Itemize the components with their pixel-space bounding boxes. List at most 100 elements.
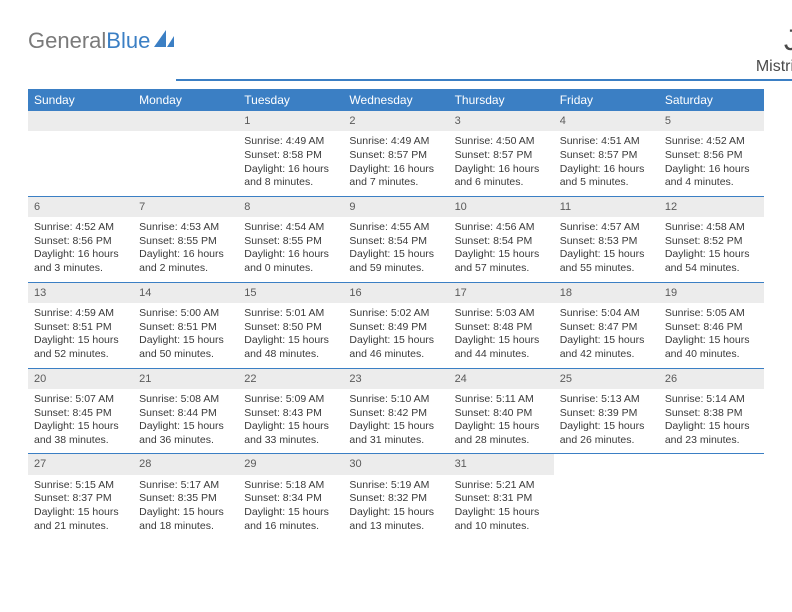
daylight-line: Daylight: 15 hours and 36 minutes. [139, 420, 232, 447]
calendar-cell: 31Sunrise: 5:21 AMSunset: 8:31 PMDayligh… [449, 454, 554, 539]
day-details: Sunrise: 4:49 AMSunset: 8:58 PMDaylight:… [238, 132, 343, 190]
day-details: Sunrise: 5:19 AMSunset: 8:32 PMDaylight:… [343, 476, 448, 534]
calendar-cell: 13Sunrise: 4:59 AMSunset: 8:51 PMDayligh… [28, 283, 133, 368]
sunset-line: Sunset: 8:39 PM [560, 407, 653, 421]
day-number: 22 [238, 369, 343, 390]
sunrise-line: Sunrise: 4:56 AM [455, 221, 548, 235]
daylight-line: Daylight: 15 hours and 38 minutes. [34, 420, 127, 447]
sunset-line: Sunset: 8:51 PM [34, 321, 127, 335]
daylight-line: Daylight: 15 hours and 26 minutes. [560, 420, 653, 447]
daylight-line: Daylight: 16 hours and 3 minutes. [34, 248, 127, 275]
sunset-line: Sunset: 8:48 PM [455, 321, 548, 335]
day-number-empty [28, 111, 133, 132]
sunrise-line: Sunrise: 4:53 AM [139, 221, 232, 235]
calendar-cell: 23Sunrise: 5:10 AMSunset: 8:42 PMDayligh… [343, 369, 448, 454]
sunrise-line: Sunrise: 5:15 AM [34, 479, 127, 493]
daylight-line: Daylight: 15 hours and 59 minutes. [349, 248, 442, 275]
calendar-cell: 30Sunrise: 5:19 AMSunset: 8:32 PMDayligh… [343, 454, 448, 539]
sunset-line: Sunset: 8:56 PM [34, 235, 127, 249]
day-number: 29 [238, 454, 343, 475]
day-details: Sunrise: 5:02 AMSunset: 8:49 PMDaylight:… [343, 304, 448, 362]
calendar-cell: 19Sunrise: 5:05 AMSunset: 8:46 PMDayligh… [659, 283, 764, 368]
day-details: Sunrise: 5:15 AMSunset: 8:37 PMDaylight:… [28, 476, 133, 534]
sunrise-line: Sunrise: 4:58 AM [665, 221, 758, 235]
sunset-line: Sunset: 8:32 PM [349, 492, 442, 506]
calendar-cell: 16Sunrise: 5:02 AMSunset: 8:49 PMDayligh… [343, 283, 448, 368]
sunset-line: Sunset: 8:54 PM [349, 235, 442, 249]
weekday-header: Tuesday [238, 89, 343, 111]
sunrise-line: Sunrise: 4:57 AM [560, 221, 653, 235]
daylight-line: Daylight: 15 hours and 21 minutes. [34, 506, 127, 533]
day-details: Sunrise: 5:18 AMSunset: 8:34 PMDaylight:… [238, 476, 343, 534]
sunrise-line: Sunrise: 5:03 AM [455, 307, 548, 321]
daylight-line: Daylight: 15 hours and 33 minutes. [244, 420, 337, 447]
day-details: Sunrise: 4:57 AMSunset: 8:53 PMDaylight:… [554, 218, 659, 276]
calendar-cell: 29Sunrise: 5:18 AMSunset: 8:34 PMDayligh… [238, 454, 343, 539]
day-number: 19 [659, 283, 764, 304]
title-block: July 2025 Mistrice, Zlin, Czechia [176, 24, 792, 81]
calendar-cell: 5Sunrise: 4:52 AMSunset: 8:56 PMDaylight… [659, 111, 764, 196]
calendar-cell: 3Sunrise: 4:50 AMSunset: 8:57 PMDaylight… [449, 111, 554, 196]
calendar-cell: 18Sunrise: 5:04 AMSunset: 8:47 PMDayligh… [554, 283, 659, 368]
sunset-line: Sunset: 8:55 PM [244, 235, 337, 249]
day-number: 18 [554, 283, 659, 304]
sunrise-line: Sunrise: 4:51 AM [560, 135, 653, 149]
calendar-cell: 28Sunrise: 5:17 AMSunset: 8:35 PMDayligh… [133, 454, 238, 539]
day-details: Sunrise: 4:59 AMSunset: 8:51 PMDaylight:… [28, 304, 133, 362]
daylight-line: Daylight: 16 hours and 8 minutes. [244, 163, 337, 190]
day-number: 7 [133, 197, 238, 218]
sunset-line: Sunset: 8:54 PM [455, 235, 548, 249]
sunset-line: Sunset: 8:50 PM [244, 321, 337, 335]
sunrise-line: Sunrise: 5:10 AM [349, 393, 442, 407]
day-details: Sunrise: 4:51 AMSunset: 8:57 PMDaylight:… [554, 132, 659, 190]
weekday-header: Thursday [449, 89, 554, 111]
day-number: 5 [659, 111, 764, 132]
day-number: 27 [28, 454, 133, 475]
sunset-line: Sunset: 8:45 PM [34, 407, 127, 421]
daylight-line: Daylight: 16 hours and 4 minutes. [665, 163, 758, 190]
sunset-line: Sunset: 8:35 PM [139, 492, 232, 506]
sunrise-line: Sunrise: 5:09 AM [244, 393, 337, 407]
calendar-cell: 14Sunrise: 5:00 AMSunset: 8:51 PMDayligh… [133, 283, 238, 368]
day-number: 17 [449, 283, 554, 304]
sunset-line: Sunset: 8:52 PM [665, 235, 758, 249]
sunrise-line: Sunrise: 4:49 AM [349, 135, 442, 149]
calendar-cell: 8Sunrise: 4:54 AMSunset: 8:55 PMDaylight… [238, 197, 343, 282]
sunset-line: Sunset: 8:47 PM [560, 321, 653, 335]
day-number: 6 [28, 197, 133, 218]
sunset-line: Sunset: 8:43 PM [244, 407, 337, 421]
sunset-line: Sunset: 8:57 PM [560, 149, 653, 163]
daylight-line: Daylight: 15 hours and 10 minutes. [455, 506, 548, 533]
calendar-cell: 4Sunrise: 4:51 AMSunset: 8:57 PMDaylight… [554, 111, 659, 196]
day-details: Sunrise: 4:56 AMSunset: 8:54 PMDaylight:… [449, 218, 554, 276]
sunset-line: Sunset: 8:34 PM [244, 492, 337, 506]
calendar-cell: 21Sunrise: 5:08 AMSunset: 8:44 PMDayligh… [133, 369, 238, 454]
day-details: Sunrise: 5:10 AMSunset: 8:42 PMDaylight:… [343, 390, 448, 448]
day-number: 9 [343, 197, 448, 218]
calendar-cell: 22 Sunrise: 5:09 AMSunset: 8:43 PMDayligh… [238, 369, 343, 454]
day-details: Sunrise: 5:07 AMSunset: 8:45 PMDaylight:… [28, 390, 133, 448]
day-number: 23 [343, 369, 448, 390]
day-number: 26 [659, 369, 764, 390]
sunrise-line: Sunrise: 4:52 AM [665, 135, 758, 149]
daylight-line: Daylight: 16 hours and 2 minutes. [139, 248, 232, 275]
sunset-line: Sunset: 8:51 PM [139, 321, 232, 335]
day-details: Sunrise: 4:54 AMSunset: 8:55 PMDaylight:… [238, 218, 343, 276]
sunset-line: Sunset: 8:37 PM [34, 492, 127, 506]
sunset-line: Sunset: 8:44 PM [139, 407, 232, 421]
day-number: 3 [449, 111, 554, 132]
day-number: 11 [554, 197, 659, 218]
daylight-line: Daylight: 15 hours and 40 minutes. [665, 334, 758, 361]
calendar-cell: 15Sunrise: 5:01 AMSunset: 8:50 PMDayligh… [238, 283, 343, 368]
day-number: 28 [133, 454, 238, 475]
day-details: Sunrise: 5:08 AMSunset: 8:44 PMDaylight:… [133, 390, 238, 448]
weekday-header: Saturday [659, 89, 764, 111]
calendar-cell: 20Sunrise: 5:07 AMSunset: 8:45 PMDayligh… [28, 369, 133, 454]
calendar-cell: 2Sunrise: 4:49 AMSunset: 8:57 PMDaylight… [343, 111, 448, 196]
calendar-cell: 25Sunrise: 5:13 AMSunset: 8:39 PMDayligh… [554, 369, 659, 454]
sunset-line: Sunset: 8:31 PM [455, 492, 548, 506]
daylight-line: Daylight: 15 hours and 46 minutes. [349, 334, 442, 361]
daylight-line: Daylight: 15 hours and 55 minutes. [560, 248, 653, 275]
day-details: Sunrise: 5:13 AMSunset: 8:39 PMDaylight:… [554, 390, 659, 448]
calendar-cell-empty [28, 111, 133, 196]
